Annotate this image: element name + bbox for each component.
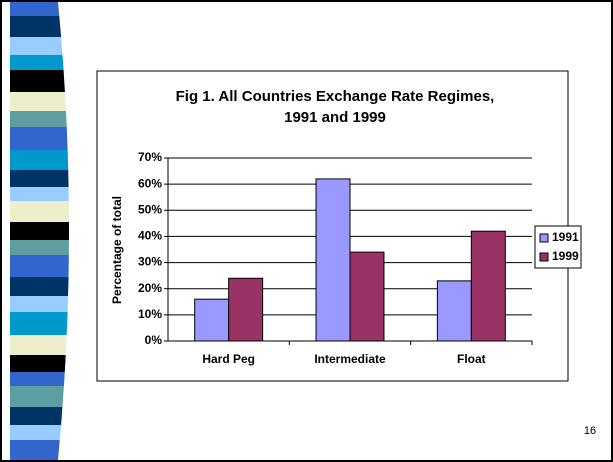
stripe (10, 335, 69, 355)
stripe (10, 296, 69, 312)
stripe (10, 407, 69, 425)
bar (228, 277, 264, 342)
stripe (10, 240, 69, 255)
stripe (10, 255, 69, 277)
stripe (10, 277, 69, 296)
stripe (10, 440, 69, 460)
stripe (10, 170, 69, 187)
stripe (10, 222, 69, 240)
stripe (10, 201, 69, 222)
y-tick-label: 60% (138, 176, 162, 190)
bar (349, 251, 385, 342)
stripe (10, 127, 69, 150)
bar (194, 298, 230, 342)
y-tick-label: 30% (138, 255, 162, 269)
stripe (10, 187, 69, 201)
chart-title: Fig 1. All Countries Exchange Rate Regim… (175, 88, 495, 126)
x-tick-label: Hard Peg (202, 352, 255, 366)
stripe (10, 37, 69, 55)
legend-label: 1991 (552, 230, 579, 244)
decorative-stripes (10, 2, 69, 460)
legend-label: 1999 (552, 249, 579, 263)
y-tick-label: 70% (138, 150, 162, 164)
y-tick-label: 0% (145, 333, 163, 347)
bar (470, 230, 506, 342)
stripe (10, 312, 69, 335)
slide-number: 16 (584, 425, 596, 437)
x-tick-label: Float (457, 352, 486, 366)
bar (315, 178, 351, 342)
y-axis-label: Percentage of total (110, 196, 124, 304)
legend-swatch (539, 252, 549, 262)
x-tick-label: Intermediate (314, 352, 386, 366)
stripe (10, 16, 69, 37)
stripe (10, 386, 69, 407)
stripe (10, 355, 69, 372)
stripe (10, 425, 69, 440)
y-tick-label: 40% (138, 229, 162, 243)
y-tick-label: 10% (138, 307, 162, 321)
stripe (10, 92, 69, 111)
stripe (10, 55, 69, 70)
stripe (10, 70, 69, 92)
stripe (10, 2, 69, 16)
y-tick-label: 50% (138, 202, 162, 216)
stripe (10, 150, 69, 170)
stripe (10, 372, 69, 386)
y-tick-label: 20% (138, 281, 162, 295)
legend-swatch (539, 233, 549, 243)
bar (436, 280, 472, 342)
stripe (10, 111, 69, 127)
